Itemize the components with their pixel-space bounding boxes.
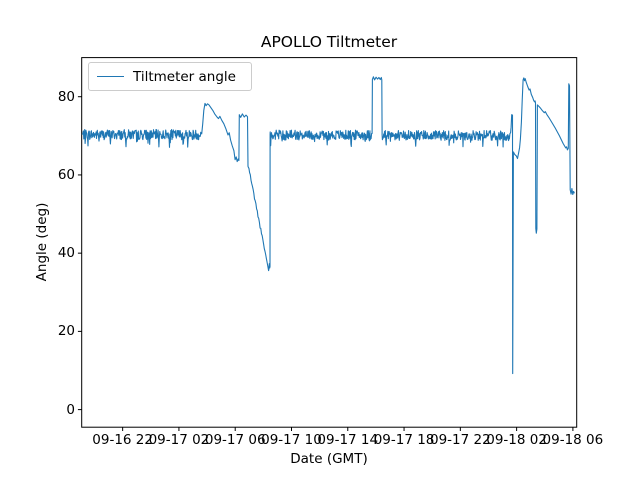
x-tick-label: 09-17 06 <box>204 432 266 448</box>
legend-entry-label: Tiltmeter angle <box>133 68 236 85</box>
y-tick-label: 0 <box>66 401 75 418</box>
y-tick-label: 40 <box>57 245 75 262</box>
x-tick-label: 09-17 22 <box>429 432 491 448</box>
y-tick-label: 20 <box>57 323 75 340</box>
legend-line-icon <box>97 76 124 77</box>
x-tick-label: 09-18 06 <box>542 432 604 448</box>
axes-frame <box>81 57 578 428</box>
x-tick-label: 09-18 02 <box>486 432 547 448</box>
legend: Tiltmeter angle <box>88 62 252 91</box>
x-tick-label: 09-17 02 <box>148 432 210 448</box>
chart-title: APOLLO Tiltmeter <box>260 33 398 51</box>
x-tick-label: 09-17 10 <box>261 432 322 448</box>
y-axis-label: Angle (deg) <box>34 202 50 282</box>
x-tick-label: 09-17 18 <box>373 432 435 448</box>
tiltmeter-angle-line <box>81 76 575 375</box>
y-tick-label: 80 <box>57 88 75 105</box>
x-tick-label: 09-16 22 <box>92 432 153 448</box>
x-tick-label: 09-17 14 <box>317 432 379 448</box>
x-axis-label: Date (GMT) <box>290 451 368 467</box>
y-tick-label: 60 <box>57 166 75 183</box>
